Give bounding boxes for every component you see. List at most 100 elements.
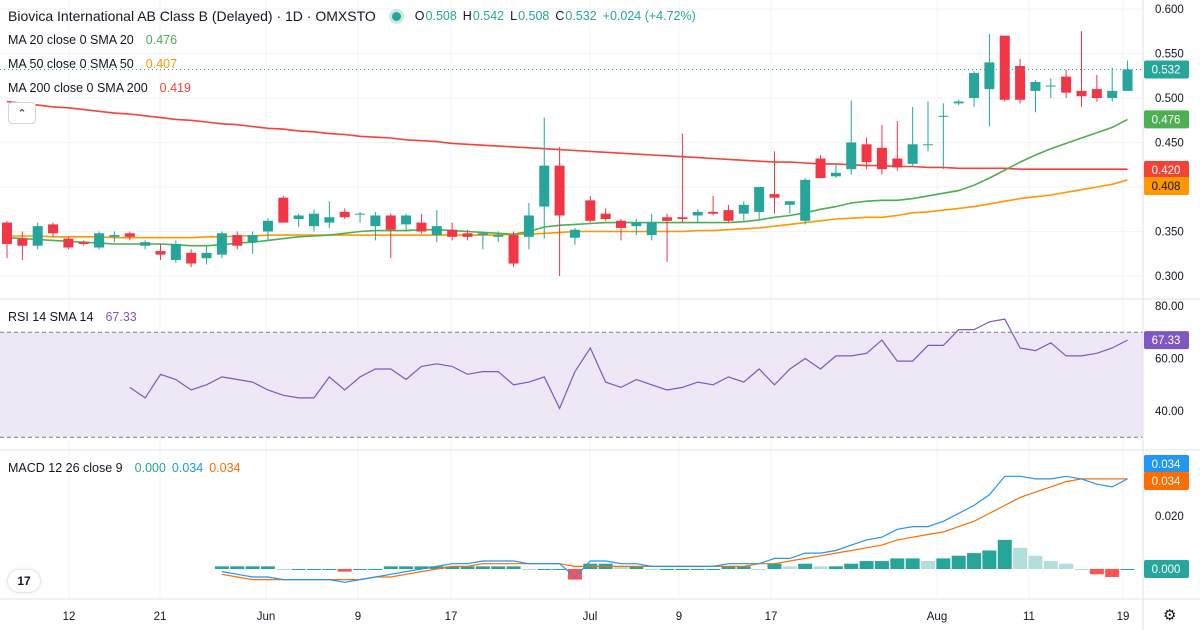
rsi-tick-label: 60.00 bbox=[1155, 354, 1184, 366]
candle-body bbox=[462, 233, 473, 237]
macd-tag-bg bbox=[1144, 472, 1189, 490]
candle-body bbox=[631, 222, 642, 227]
macd-histogram-bar bbox=[752, 569, 767, 570]
macd-histogram-bar bbox=[736, 566, 751, 569]
time-tick-label: 19 bbox=[1117, 611, 1130, 623]
ma50-legend[interactable]: MA 50 close 0 SMA 50 0.407 bbox=[8, 57, 177, 71]
candle-body bbox=[1015, 65, 1026, 100]
candle-body bbox=[1107, 90, 1118, 98]
macd-histogram-bar bbox=[798, 563, 813, 569]
macd-histogram-bar bbox=[322, 569, 337, 570]
candle-body bbox=[677, 217, 688, 220]
candle-body bbox=[431, 226, 442, 236]
macd-tag: 0.034 bbox=[1152, 476, 1181, 488]
macd-histogram-bar bbox=[337, 569, 352, 572]
macd-histogram-bar bbox=[813, 566, 828, 569]
macd-histogram-bar bbox=[353, 569, 368, 570]
candle-body bbox=[999, 35, 1010, 100]
candle-body bbox=[984, 62, 995, 90]
price-tag-bg bbox=[1144, 60, 1189, 79]
candle-body bbox=[1045, 85, 1056, 87]
candle-body bbox=[646, 222, 657, 236]
macd-histogram-bar bbox=[383, 566, 398, 569]
candle-body bbox=[754, 187, 765, 212]
ma50-label: MA 50 close 0 SMA 50 bbox=[8, 57, 134, 71]
price-tag-bg bbox=[1144, 161, 1189, 179]
candle-body bbox=[539, 165, 550, 207]
open-value: 0.508 bbox=[425, 9, 457, 23]
time-tick-label: Aug bbox=[927, 611, 947, 623]
collapse-legend-button[interactable]: ⌃ bbox=[8, 102, 36, 124]
candle-body bbox=[94, 233, 105, 248]
macd-histogram-bar bbox=[368, 569, 383, 570]
symbol-title[interactable]: Biovica International AB Class B (Delaye… bbox=[8, 8, 376, 24]
low-value: 0.508 bbox=[518, 9, 550, 23]
macd-histogram-bar bbox=[951, 555, 966, 569]
candle-body bbox=[876, 147, 887, 170]
candle-body bbox=[969, 73, 980, 98]
macd-histogram-bar bbox=[1059, 563, 1074, 569]
macd-tag: 0.034 bbox=[1152, 459, 1181, 471]
time-tick-label: 21 bbox=[154, 611, 167, 623]
candle-body bbox=[600, 213, 611, 220]
macd-histogram-bar bbox=[828, 566, 843, 569]
rsi-legend[interactable]: RSI 14 SMA 14 67.33 bbox=[8, 310, 137, 324]
time-tick-label: 9 bbox=[355, 611, 361, 623]
candle-body bbox=[923, 144, 933, 146]
macd-histogram-bar bbox=[982, 550, 997, 569]
candle-body bbox=[1061, 76, 1072, 93]
candle-body bbox=[186, 252, 197, 264]
macd-histogram-bar bbox=[614, 566, 628, 569]
macd-legend[interactable]: MACD 12 26 close 9 0.000 0.034 0.034 bbox=[8, 461, 240, 475]
rsi-tick-label: 40.00 bbox=[1155, 406, 1184, 418]
candle-body bbox=[938, 115, 949, 117]
ma20-value: 0.476 bbox=[145, 33, 178, 47]
macd-histogram-bar bbox=[445, 566, 460, 569]
macd-histogram-bar bbox=[1089, 569, 1104, 575]
candle-body bbox=[800, 179, 811, 221]
market-status-icon bbox=[391, 11, 401, 21]
price-pane[interactable] bbox=[0, 31, 1143, 276]
macd-histogram-bar bbox=[997, 539, 1012, 569]
candle-body bbox=[339, 211, 350, 218]
candle-body bbox=[738, 204, 749, 214]
rsi-value: 67.33 bbox=[105, 310, 137, 324]
candle-body bbox=[293, 215, 304, 220]
price-tick-label: 0.300 bbox=[1155, 271, 1184, 283]
macd-histogram-bar bbox=[782, 566, 797, 569]
candle-body bbox=[692, 211, 703, 216]
logo-text: 17 bbox=[17, 574, 31, 588]
macd-histogram-bar bbox=[905, 558, 920, 569]
candle-body bbox=[508, 235, 519, 264]
macd-line-value: 0.034 bbox=[171, 461, 204, 475]
macd-tag-bg bbox=[1144, 455, 1189, 473]
ma20-legend[interactable]: MA 20 close 0 SMA 20 0.476 bbox=[8, 33, 177, 47]
ma20-label: MA 20 close 0 SMA 20 bbox=[8, 33, 134, 47]
ma200-legend[interactable]: MA 200 close 0 SMA 200 0.419 bbox=[8, 81, 191, 95]
rsi-tag-bg bbox=[1144, 331, 1189, 350]
macd-histogram-bar bbox=[1043, 561, 1058, 569]
rsi-pane[interactable] bbox=[0, 318, 1143, 438]
candle-body bbox=[262, 220, 273, 232]
tradingview-logo-icon[interactable]: 17 bbox=[8, 570, 40, 592]
change-value: +0.024 (+4.72%) bbox=[602, 9, 696, 23]
macd-histogram-bar bbox=[1074, 569, 1089, 570]
close-value: 0.532 bbox=[565, 9, 597, 23]
macd-pane[interactable] bbox=[214, 475, 1135, 583]
price-tick-label: 0.450 bbox=[1155, 138, 1184, 150]
time-tick-label: 17 bbox=[765, 611, 778, 623]
ma200-value: 0.419 bbox=[159, 81, 191, 95]
candle-body bbox=[401, 215, 412, 225]
candle-body bbox=[477, 233, 488, 236]
macd-histogram-bar bbox=[890, 558, 905, 569]
candle-body bbox=[846, 142, 857, 170]
price-tick-label: 0.550 bbox=[1155, 49, 1184, 61]
macd-histogram-bar bbox=[921, 561, 935, 569]
time-tick-label: 11 bbox=[1023, 611, 1035, 623]
candle-body bbox=[708, 211, 719, 214]
macd-histogram-bar bbox=[675, 569, 690, 570]
gear-icon[interactable]: ⚙ bbox=[1163, 607, 1177, 624]
price-tag: 0.420 bbox=[1152, 165, 1181, 177]
rsi-tick-label: 80.00 bbox=[1155, 301, 1184, 313]
